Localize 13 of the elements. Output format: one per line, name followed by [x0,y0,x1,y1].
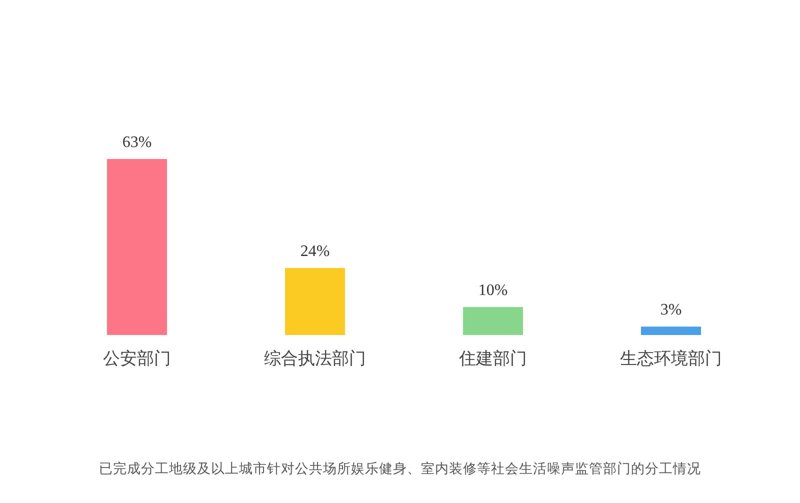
data-label: 24% [300,242,330,260]
bar [641,326,701,335]
data-label: 63% [122,134,152,151]
x-tick-label: 综合执法部门 [264,349,366,369]
x-tick-label: 住建部门 [458,349,527,369]
bar [463,307,523,335]
data-label: 10% [478,282,508,300]
data-label: 3% [660,302,682,319]
x-tick-label: 生态环境部门 [620,349,722,369]
bar [285,268,345,335]
x-tick-label: 公安部门 [103,349,171,369]
text: 已完成分工地级及以上城市针对公共场所娱乐健身、室内装修等社会生活噪声监管部门的分工情况 [99,461,701,477]
bar [107,159,167,335]
